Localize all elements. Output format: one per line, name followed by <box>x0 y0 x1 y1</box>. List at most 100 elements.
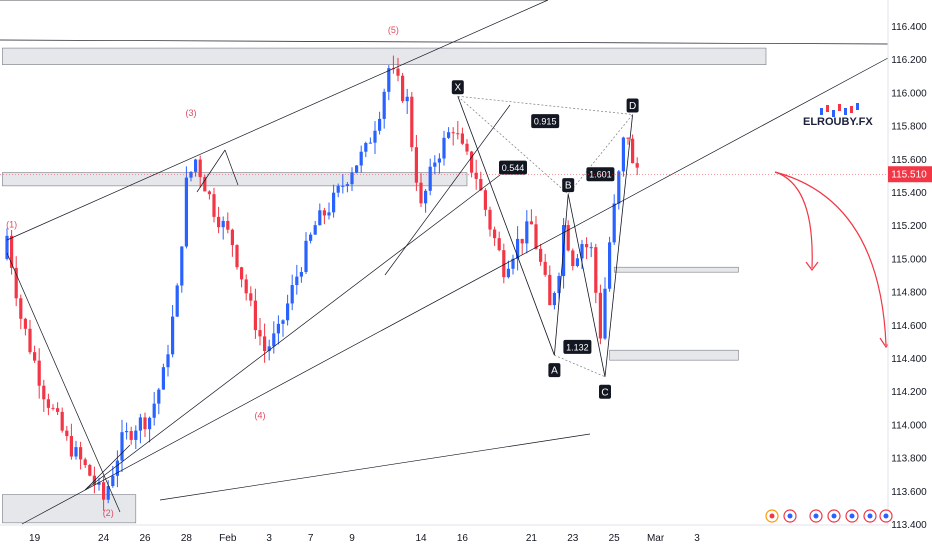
economic-event-icon-dot <box>787 513 793 519</box>
economic-event-icon-dot <box>831 513 837 519</box>
candle-body <box>46 399 50 408</box>
candle-body <box>88 465 92 476</box>
candle-body <box>575 258 579 266</box>
candle-body <box>221 220 225 228</box>
candle-body <box>148 417 152 430</box>
candle-body <box>470 151 474 173</box>
y-tick-label: 114.400 <box>891 354 927 365</box>
y-tick-label: 113.600 <box>891 487 927 498</box>
logo-candle <box>832 110 835 117</box>
x-tick-label: 28 <box>181 533 193 544</box>
candle-body <box>299 271 303 277</box>
economic-event-icon-dot <box>883 513 889 519</box>
candle-body <box>23 318 27 329</box>
candle-body <box>437 158 441 163</box>
candle-body <box>580 244 584 259</box>
candle-body <box>594 247 598 293</box>
logo-candle <box>844 108 847 115</box>
candle-body <box>608 242 612 289</box>
candle-body <box>212 194 216 217</box>
x-tick-label: 25 <box>609 533 621 544</box>
pattern-point-box <box>548 363 561 378</box>
support-resistance-zone <box>609 349 739 361</box>
candle-body <box>125 431 129 433</box>
candle-body <box>456 133 460 135</box>
economic-event-icon-dot <box>849 513 855 519</box>
candle-body <box>304 240 308 272</box>
ratio-label: 1.132 <box>566 342 589 352</box>
wave-label: (1) <box>6 219 17 229</box>
pattern-point-label: A <box>551 366 558 377</box>
candle-body <box>350 172 354 185</box>
candle-body <box>134 430 138 440</box>
candle-body <box>37 360 41 386</box>
candle-body <box>281 320 285 324</box>
trend-line <box>224 149 239 186</box>
candle-body <box>286 303 290 321</box>
x-tick-label: Feb <box>219 533 237 544</box>
candle-body <box>534 224 538 249</box>
pattern-point-box <box>599 384 611 399</box>
candle-body <box>171 316 175 355</box>
pattern-leg <box>457 96 555 356</box>
candle-body <box>65 430 69 437</box>
pattern-ratio-line <box>457 95 633 115</box>
logo-candle <box>838 104 841 111</box>
x-tick-label: 24 <box>98 533 110 544</box>
ratio-box <box>499 160 527 175</box>
logo-candle <box>820 108 823 115</box>
pattern-point-label: X <box>454 83 461 94</box>
candle-body <box>612 203 616 243</box>
economic-event-icon-dot <box>769 513 775 519</box>
support-resistance-zone <box>2 494 137 524</box>
candle-body <box>355 165 359 173</box>
candle-body <box>520 238 524 244</box>
ratio-label: 1.601 <box>589 170 612 180</box>
candle-body <box>460 133 464 144</box>
logo-candle <box>826 105 829 112</box>
support-resistance-zone <box>613 266 739 273</box>
candle-body <box>336 185 340 193</box>
pattern-point-box <box>562 178 575 193</box>
candle-body <box>175 285 179 317</box>
candle-body <box>318 210 322 226</box>
candle-body <box>106 486 110 500</box>
x-tick-label: Mar <box>647 533 665 544</box>
candle-body <box>442 137 446 159</box>
pattern-ratio-line <box>457 95 569 195</box>
trend-line <box>0 39 889 45</box>
candle-body <box>203 177 207 192</box>
candle-body <box>626 137 630 139</box>
candle-body <box>28 328 32 353</box>
candle-body <box>60 411 64 431</box>
pattern-point-label: D <box>629 101 636 112</box>
pattern-leg <box>567 194 606 377</box>
candle-body <box>74 447 78 457</box>
trend-line <box>84 444 131 491</box>
candle-body <box>359 151 363 166</box>
x-tick-label: 16 <box>457 533 469 544</box>
candle-body <box>405 96 409 102</box>
logo-candle <box>850 106 853 113</box>
candle-body <box>488 209 492 230</box>
candle-body <box>543 261 547 275</box>
candle-body <box>373 130 377 143</box>
wave-label: (3) <box>186 108 197 118</box>
x-tick-label: 26 <box>139 533 151 544</box>
trend-line <box>21 57 889 525</box>
trend-line <box>6 252 121 513</box>
ratio-box <box>563 339 592 354</box>
ratio-label: 0.915 <box>534 117 557 127</box>
candle-body <box>382 91 386 119</box>
candle-body <box>621 137 625 172</box>
candle-body <box>617 171 621 204</box>
candle-body <box>152 403 156 418</box>
candle-body <box>226 220 230 230</box>
x-tick-label: 3 <box>266 533 272 544</box>
y-tick-label: 115.600 <box>891 155 927 166</box>
x-tick-label: 19 <box>29 533 41 544</box>
candle-body <box>557 276 561 294</box>
candle-body <box>217 216 221 228</box>
candle-body <box>272 333 276 347</box>
